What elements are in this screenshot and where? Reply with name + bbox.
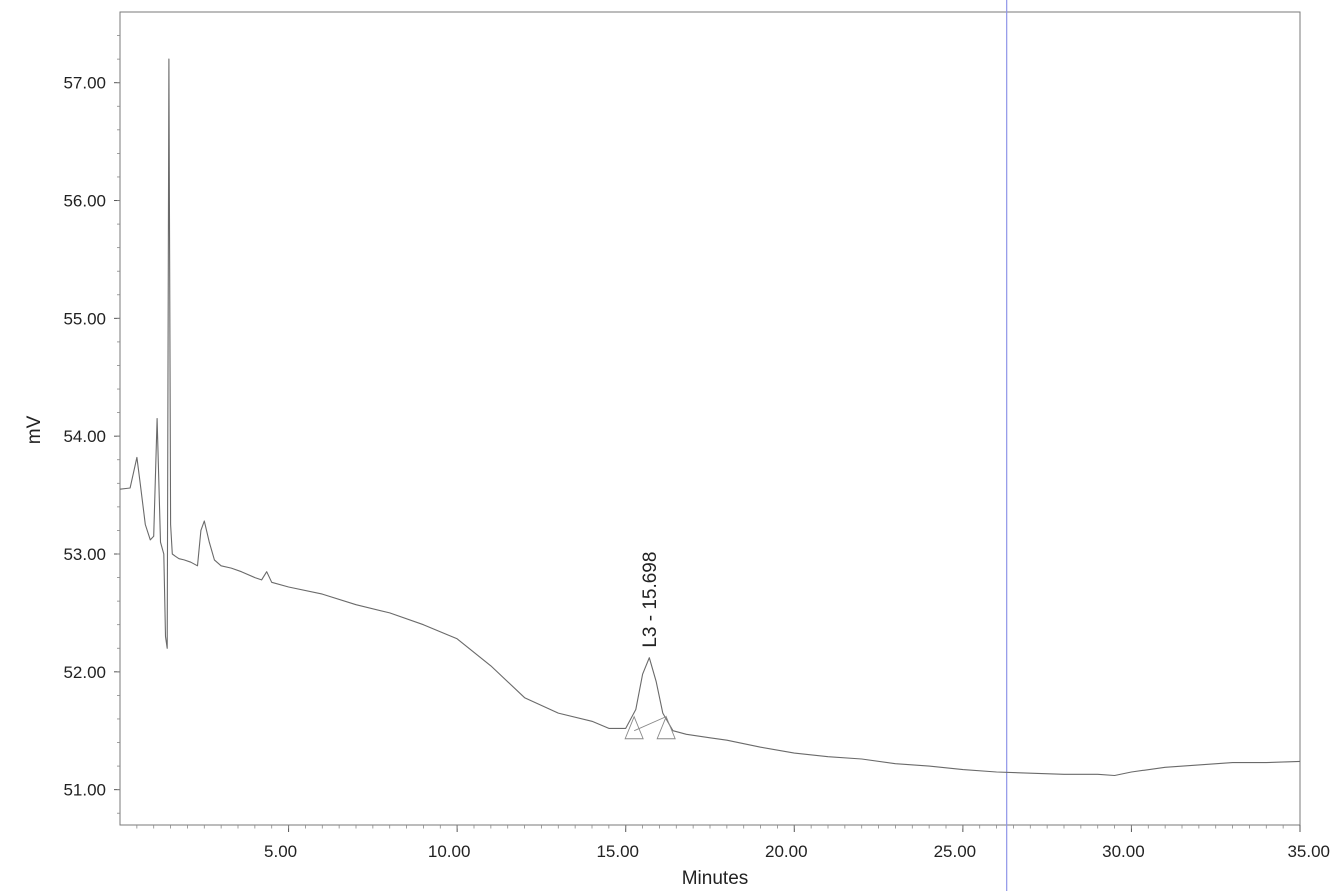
baseline-marker — [656, 715, 676, 740]
x-tick-label: 5.00 — [264, 842, 297, 861]
y-tick-label: 53.00 — [63, 545, 106, 564]
x-tick-label: 25.00 — [934, 842, 977, 861]
peak-label: L3 - 15.698 — [640, 552, 661, 648]
chromatogram-trace — [119, 58, 1301, 777]
y-axis-title: mV — [24, 415, 45, 444]
peak-baseline-markers — [624, 715, 676, 740]
peak-baseline — [633, 716, 667, 732]
y-tick-label: 54.00 — [63, 427, 106, 446]
x-axis-title: Minutes — [682, 868, 749, 889]
y-tick-label: 56.00 — [63, 192, 106, 211]
chromatogram-trace-group — [119, 58, 1301, 777]
y-tick-label: 57.00 — [63, 74, 106, 93]
y-axis-ticks: 51.00 52.00 53.00 54.00 55.00 56.00 57.00 — [63, 35, 120, 814]
peak-annotations: L3 - 15.698 — [640, 552, 661, 648]
y-tick-label: 55.00 — [63, 309, 106, 328]
x-tick-label: 20.00 — [765, 842, 808, 861]
baseline-marker — [624, 715, 644, 740]
x-tick-label: 10.00 — [428, 842, 471, 861]
y-tick-label: 52.00 — [63, 663, 106, 682]
plot-frame — [119, 11, 1301, 826]
y-tick-label: 51.00 — [63, 781, 106, 800]
x-tick-label: 30.00 — [1102, 842, 1145, 861]
x-tick-label: 15.00 — [596, 842, 639, 861]
x-tick-label: 35.00 — [1287, 842, 1330, 861]
x-axis-ticks: 5.00 10.00 15.00 20.00 25.00 30.00 35.00 — [136, 825, 1330, 861]
plot-border — [119, 11, 1301, 826]
